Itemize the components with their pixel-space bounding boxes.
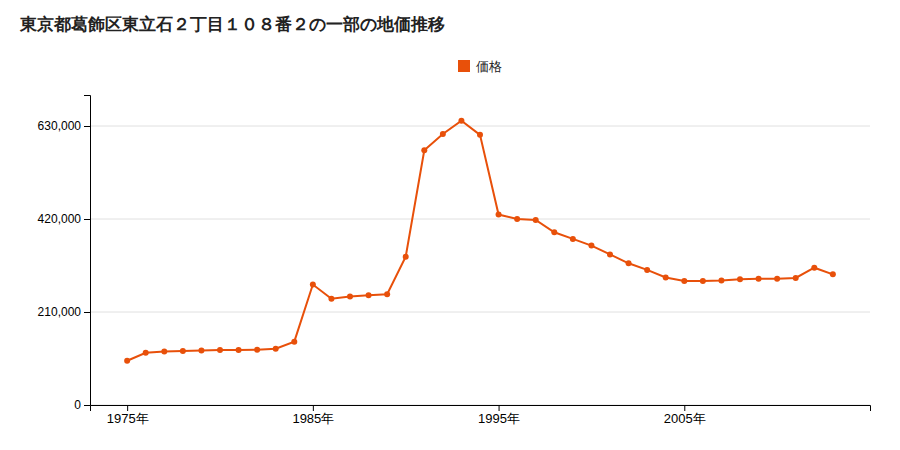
point — [347, 294, 353, 300]
plot: 0 210,000 420,000 630,000 1975年 1985年 1995年 200… — [38, 96, 871, 427]
grid-line — [90, 312, 870, 313]
x-tick-mark — [313, 405, 314, 411]
point — [737, 276, 743, 282]
x-tick-label: 1975年 — [107, 411, 149, 426]
point — [217, 347, 223, 353]
point — [514, 216, 520, 222]
y-tick-mark — [84, 405, 90, 406]
point — [310, 282, 316, 288]
x-tick-mark — [127, 405, 128, 411]
point — [533, 217, 539, 223]
point — [570, 236, 576, 242]
point — [551, 229, 557, 235]
y-axis: 0 210,000 420,000 630,000 — [38, 96, 91, 413]
point — [700, 278, 706, 284]
point — [588, 243, 594, 249]
y-tick: 630,000 — [38, 119, 90, 133]
point — [161, 348, 167, 354]
x-tick-label: 2005年 — [664, 411, 706, 426]
chart: 0 210,000 420,000 630,000 1975年 1985年 1995年 200… — [0, 0, 900, 450]
grid — [90, 126, 870, 405]
y-tick-mark — [84, 219, 90, 220]
series-line — [127, 121, 833, 361]
point — [440, 131, 446, 137]
point — [328, 296, 334, 302]
x-tick-label: 1985年 — [292, 411, 334, 426]
point — [626, 260, 632, 266]
legend: 価格 — [458, 59, 502, 74]
x-tick-label: 1995年 — [478, 411, 520, 426]
x-axis-line — [91, 406, 871, 412]
point — [366, 292, 372, 298]
point — [830, 271, 836, 277]
y-tick-label: 0 — [74, 398, 81, 412]
point — [143, 350, 149, 356]
x-tick: 1995年 — [478, 405, 520, 426]
point — [607, 251, 613, 257]
legend-label: 価格 — [476, 59, 502, 74]
grid-line — [90, 219, 870, 220]
y-tick-label: 630,000 — [38, 119, 82, 133]
point — [124, 358, 130, 364]
point — [403, 254, 409, 260]
point — [774, 276, 780, 282]
x-tick-mark — [499, 405, 500, 411]
point — [477, 132, 483, 138]
y-tick: 420,000 — [38, 212, 90, 226]
point — [663, 274, 669, 280]
y-tick: 0 — [74, 398, 90, 412]
point — [291, 339, 297, 345]
x-tick: 2005年 — [664, 405, 706, 426]
x-tick: 1985年 — [292, 405, 334, 426]
x-tick-mark — [684, 405, 685, 411]
x-tick: 1975年 — [107, 405, 149, 426]
point — [793, 275, 799, 281]
point — [421, 147, 427, 153]
point — [198, 348, 204, 354]
y-tick-mark — [84, 312, 90, 313]
marks — [124, 118, 836, 364]
legend-swatch — [458, 60, 470, 72]
y-tick-label: 420,000 — [38, 212, 82, 226]
point — [180, 348, 186, 354]
point — [496, 212, 502, 218]
point — [384, 291, 390, 297]
point — [811, 265, 817, 271]
point — [458, 118, 464, 124]
point — [236, 347, 242, 353]
point — [756, 276, 762, 282]
y-tick-mark — [84, 126, 90, 127]
point — [254, 347, 260, 353]
y-axis-line — [84, 96, 91, 406]
y-tick: 210,000 — [38, 305, 90, 319]
y-tick-label: 210,000 — [38, 305, 82, 319]
title: 東京都葛飾区東立石２丁目１０８番２の一部の地価推移 — [19, 14, 445, 34]
grid-line — [90, 126, 870, 127]
legend-item: 価格 — [458, 59, 502, 74]
point — [644, 267, 650, 273]
x-axis: 1975年 1985年 1995年 2005年 — [91, 405, 871, 426]
point — [681, 278, 687, 284]
point — [718, 278, 724, 284]
point — [273, 346, 279, 352]
